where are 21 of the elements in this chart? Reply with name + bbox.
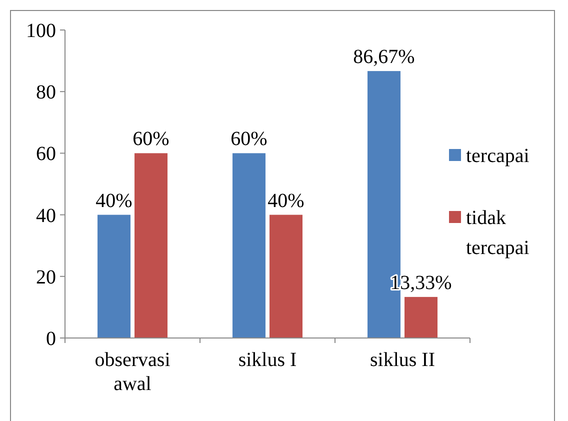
x-tick-label: siklus I [238, 349, 297, 371]
y-tick-label: 60 [36, 143, 56, 166]
y-tick-label: 80 [36, 82, 56, 104]
x-tick-label: siklus II [370, 349, 435, 371]
y-tick-label: 0 [46, 328, 56, 350]
legend-label: tercapai [466, 145, 530, 167]
legend-label: tidak tercapai [466, 207, 530, 259]
bar [232, 153, 266, 338]
data-label: 40% [268, 190, 304, 212]
bar [134, 153, 168, 338]
bar [98, 214, 130, 338]
data-label: 60% [132, 128, 170, 150]
data-label: 40% [96, 190, 132, 212]
x-tick-label: observasi awal [94, 349, 171, 395]
data-label: 60% [230, 128, 268, 150]
y-tick-label: 20 [36, 266, 56, 288]
bar [270, 214, 302, 338]
y-tick-label: 100 [26, 20, 56, 42]
bar [404, 296, 438, 338]
data-label: 86,67% [353, 46, 415, 68]
y-tick-label: 40 [36, 204, 56, 227]
